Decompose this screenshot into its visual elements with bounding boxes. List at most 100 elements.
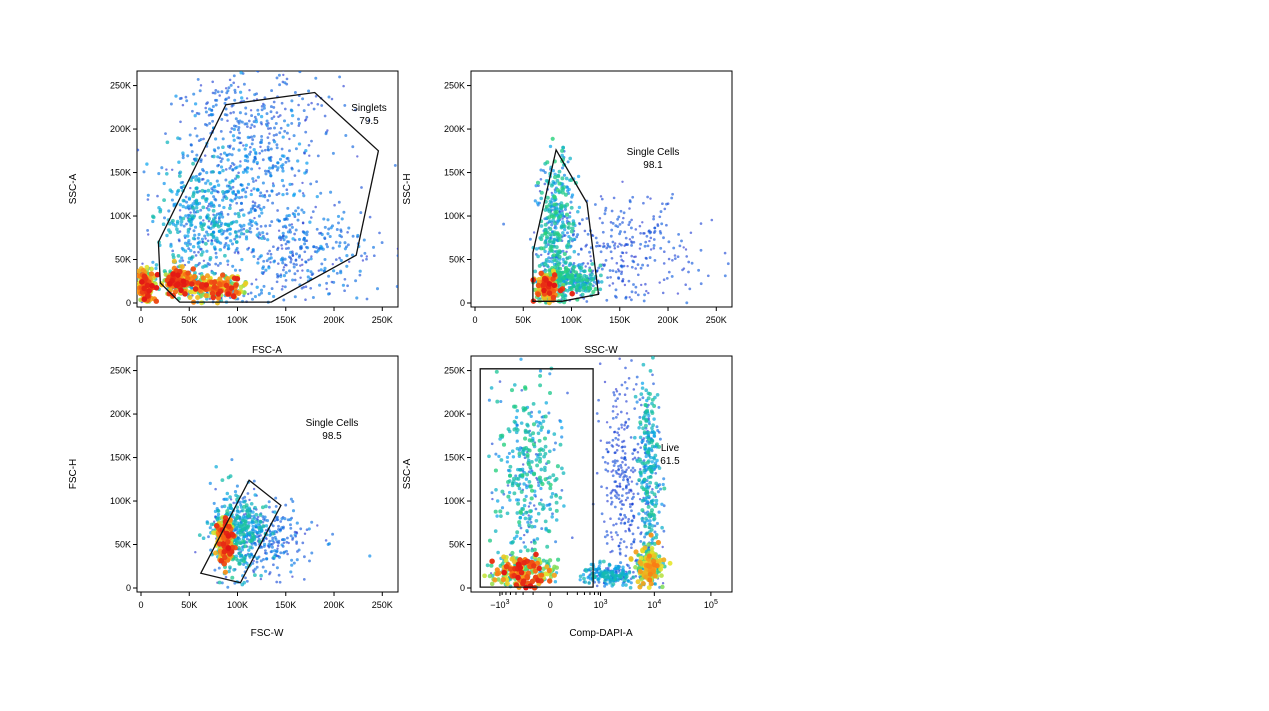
density-point bbox=[620, 456, 623, 460]
density-point bbox=[568, 211, 572, 215]
density-point bbox=[556, 262, 561, 267]
density-point bbox=[242, 562, 246, 566]
density-point bbox=[162, 269, 167, 274]
density-point bbox=[194, 205, 199, 210]
density-point bbox=[393, 163, 397, 167]
density-point bbox=[258, 167, 261, 170]
density-point bbox=[327, 542, 331, 546]
gate-percent: 98.1 bbox=[643, 160, 663, 171]
density-point bbox=[236, 128, 240, 132]
density-point bbox=[621, 346, 624, 349]
density-point bbox=[605, 530, 609, 533]
density-point bbox=[255, 161, 259, 165]
density-point bbox=[169, 102, 173, 106]
density-point bbox=[642, 437, 646, 440]
density-point bbox=[556, 174, 561, 179]
density-point bbox=[359, 211, 363, 215]
density-point bbox=[576, 210, 580, 214]
density-point bbox=[193, 233, 197, 237]
density-point bbox=[612, 464, 616, 467]
density-point bbox=[246, 492, 250, 495]
density-point bbox=[489, 572, 493, 575]
density-point bbox=[171, 255, 176, 260]
density-point bbox=[236, 174, 240, 179]
density-point bbox=[265, 189, 269, 193]
density-point bbox=[213, 568, 217, 572]
density-point bbox=[315, 227, 319, 231]
density-point bbox=[237, 561, 242, 566]
density-point bbox=[268, 157, 272, 162]
density-point bbox=[304, 130, 308, 134]
density-point bbox=[610, 535, 613, 539]
density-point bbox=[614, 399, 618, 403]
density-point bbox=[614, 387, 618, 391]
density-point bbox=[630, 503, 634, 506]
density-point bbox=[636, 273, 640, 277]
density-point bbox=[616, 438, 620, 441]
density-point bbox=[547, 256, 551, 260]
density-point bbox=[312, 107, 316, 111]
density-point bbox=[243, 544, 248, 549]
density-point bbox=[613, 393, 616, 397]
density-point bbox=[557, 249, 562, 254]
density-point bbox=[171, 222, 176, 226]
density-point bbox=[639, 532, 643, 536]
density-point bbox=[627, 223, 631, 227]
density-point bbox=[559, 201, 564, 205]
density-point bbox=[236, 136, 240, 140]
density-point bbox=[662, 250, 666, 254]
density-point bbox=[258, 151, 262, 155]
density-point bbox=[601, 230, 605, 234]
density-point bbox=[657, 510, 661, 514]
density-point bbox=[605, 542, 609, 545]
density-point bbox=[221, 215, 225, 219]
density-point bbox=[276, 161, 280, 165]
density-point bbox=[267, 257, 271, 261]
density-point bbox=[246, 135, 250, 140]
density-point bbox=[628, 529, 631, 533]
density-point bbox=[620, 423, 623, 427]
density-point bbox=[265, 112, 269, 116]
density-point bbox=[276, 248, 279, 251]
density-point bbox=[267, 266, 271, 270]
density-point bbox=[145, 162, 149, 166]
density-point bbox=[338, 234, 342, 238]
density-point bbox=[270, 287, 274, 291]
density-point bbox=[641, 396, 645, 400]
density-point bbox=[286, 206, 290, 210]
density-point bbox=[225, 509, 230, 514]
density-point bbox=[271, 201, 275, 205]
density-point bbox=[626, 243, 629, 246]
density-point bbox=[627, 491, 631, 494]
density-point bbox=[211, 284, 218, 290]
density-point bbox=[507, 451, 511, 455]
density-point bbox=[193, 114, 197, 118]
density-point bbox=[550, 276, 556, 282]
density-point bbox=[605, 447, 609, 451]
gate-polygon[interactable] bbox=[199, 479, 282, 584]
density-point bbox=[356, 233, 360, 238]
density-point bbox=[248, 60, 251, 63]
gate-name: Single Cells bbox=[627, 147, 680, 158]
density-point bbox=[543, 240, 548, 245]
density-point bbox=[305, 168, 309, 172]
density-point bbox=[618, 551, 622, 555]
density-point bbox=[618, 357, 621, 361]
density-point bbox=[490, 491, 494, 495]
density-point bbox=[196, 245, 201, 249]
density-point bbox=[211, 80, 214, 84]
density-point bbox=[547, 259, 552, 264]
density-point bbox=[226, 144, 230, 148]
density-point bbox=[269, 105, 273, 109]
density-point bbox=[551, 253, 556, 258]
density-point bbox=[195, 295, 201, 300]
density-point bbox=[272, 134, 276, 137]
gate-polygon[interactable] bbox=[157, 91, 380, 303]
density-point bbox=[564, 280, 569, 285]
density-point bbox=[158, 209, 163, 214]
x-tick-label: 50K bbox=[181, 315, 197, 325]
gate-polygon[interactable] bbox=[532, 148, 600, 302]
density-point bbox=[324, 539, 328, 542]
density-point bbox=[271, 165, 275, 169]
